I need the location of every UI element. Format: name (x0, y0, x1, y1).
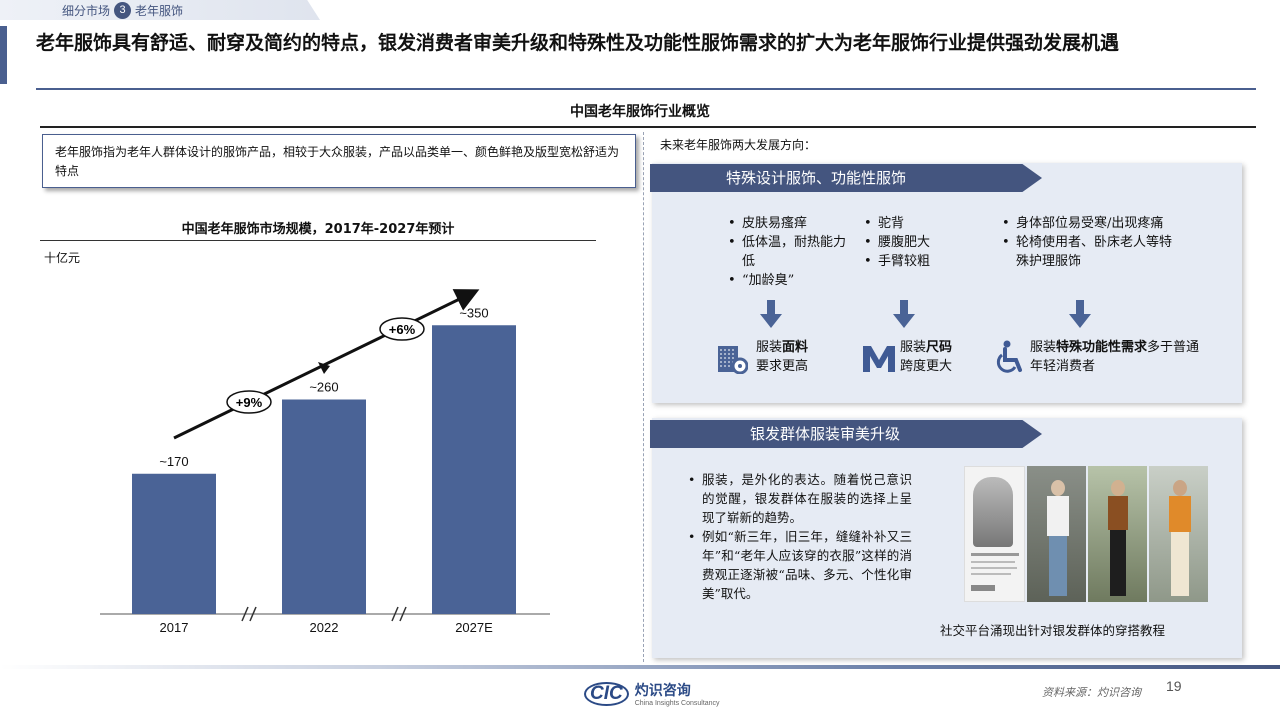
feature-text: 跨度更大 (900, 359, 953, 374)
svg-text:+6%: +6% (389, 322, 416, 337)
headline-accent-bar (0, 26, 7, 84)
bar-value-label: ~170 (159, 454, 188, 469)
column-divider (643, 132, 644, 662)
bar-2017 (132, 473, 216, 614)
chart-title-rule (40, 240, 596, 241)
photos-caption: 社交平台涌现出针对银发群体的穿搭教程 (940, 623, 1166, 638)
bar-value-label: ~350 (459, 305, 488, 320)
direction1-list-1: 皮肤易瘙痒 低体温，耐热能力低 “加龄臭” (726, 214, 850, 290)
down-arrow-icon (760, 300, 782, 328)
page-number: 19 (1166, 678, 1182, 694)
photo-social-post (964, 466, 1025, 602)
axis-break-mark (391, 606, 407, 622)
feature-function: 服装特殊功能性需求多于普通年轻消费者 (1030, 338, 1200, 376)
page-headline: 老年服饰具有舒适、耐穿及简约的特点，银发消费者审美升级和特殊性及功能性服饰需求的… (36, 32, 1120, 54)
x-tick-label: 2027E (455, 620, 493, 635)
size-m-icon (863, 346, 895, 372)
x-tick-label: 2022 (310, 620, 339, 635)
growth-arrow-mid-head (318, 362, 330, 374)
list-item: 手臂较粗 (862, 252, 972, 271)
cagr-label: +6% (379, 317, 425, 341)
axis-break-mark (241, 606, 257, 622)
bar-2022 (282, 399, 366, 614)
list-item: 例如“新三年，旧三年，缝缝补补又三年”和“老年人应该穿的衣服”这样的消费观正逐渐… (686, 527, 912, 603)
direction1-list-2: 驼背 腰腹肥大 手臂较粗 (862, 214, 972, 271)
feature-fabric: 服装面料 要求更高 (756, 338, 836, 376)
list-item: 身体部位易受寒/出现疼痛 (1000, 214, 1176, 233)
cic-logo: CIC 灼识咨询 China Insights Consultancy (584, 680, 720, 707)
footer-bar (0, 665, 1280, 669)
wheelchair-icon (996, 340, 1022, 373)
chart-title: 中国老年服饰市场规模，2017年-2027年预计 (181, 222, 455, 237)
headline-rule (36, 88, 1256, 90)
feature-bold: 尺码 (926, 340, 953, 355)
chart-unit: 十亿元 (44, 251, 81, 265)
breadcrumb-bg (0, 0, 320, 20)
source-note: 资料来源：灼识咨询 (1042, 686, 1141, 699)
breadcrumb-section: 细分市场 (62, 4, 111, 18)
breadcrumb-number: 3 (114, 2, 132, 19)
breadcrumb: 细分市场 3 老年服饰 (62, 2, 183, 19)
section-rule (40, 126, 1256, 128)
feature-text: 要求更高 (756, 359, 809, 374)
bar-value-label: ~260 (309, 380, 338, 395)
logo-cn-text: 灼识咨询 (634, 683, 691, 699)
down-arrow-icon (1069, 300, 1091, 328)
fabric-icon (718, 346, 748, 374)
outfit-photos (964, 466, 1208, 602)
definition-box: 老年服饰指为老年人群体设计的服饰产品，相较于大众服装，产品以品类单一、颜色鲜艳及… (42, 134, 636, 188)
future-directions-label: 未来老年服饰两大发展方向： (660, 138, 817, 152)
feature-bold: 特殊功能性需求 (1056, 340, 1148, 355)
cagr-label: +9% (226, 390, 272, 414)
list-item: 轮椅使用者、卧床老人等特殊护理服饰 (1000, 233, 1176, 271)
feature-text: 多于普通年轻消费者 (1030, 340, 1200, 374)
feature-text: 服装 (900, 340, 927, 355)
list-item: “加龄臭” (726, 271, 850, 290)
market-size-chart: ~170 2017 ~260 2022 ~350 2027E +9% +6% (100, 289, 550, 635)
feature-size: 服装尺码 跨度更大 (900, 338, 980, 376)
down-arrow-icon (893, 300, 915, 328)
logo-mark: CIC (584, 681, 629, 706)
section-title: 中国老年服饰行业概览 (570, 104, 710, 120)
list-item: 皮肤易瘙痒 (726, 214, 850, 233)
list-item: 驼背 (862, 214, 972, 233)
list-item: 低体温，耐热能力低 (726, 233, 850, 271)
direction1-title: 特殊设计服饰、功能性服饰 (650, 164, 1042, 192)
photo-street-outfit (1027, 466, 1086, 602)
feature-text: 服装 (1030, 340, 1057, 355)
breadcrumb-topic: 老年服饰 (135, 4, 184, 18)
feature-bold: 面料 (782, 340, 809, 355)
bar-2027E (432, 325, 516, 614)
photo-casual-outfit (1088, 466, 1147, 602)
photo-bright-outfit (1149, 466, 1208, 602)
direction1-list-3: 身体部位易受寒/出现疼痛 轮椅使用者、卧床老人等特殊护理服饰 (1000, 214, 1176, 271)
list-item: 服装，是外化的表达。随着悦己意识的觉醒，银发群体在服装的选择上呈现了崭新的趋势。 (686, 470, 912, 527)
x-tick-label: 2017 (160, 620, 189, 635)
feature-text: 服装 (756, 340, 783, 355)
direction2-list: 服装，是外化的表达。随着悦己意识的觉醒，银发群体在服装的选择上呈现了崭新的趋势。… (686, 470, 912, 603)
direction2-title: 银发群体服装审美升级 (650, 420, 1042, 448)
list-item: 腰腹肥大 (862, 233, 972, 252)
logo-en-text: China Insights Consultancy (634, 700, 720, 707)
svg-text:+9%: +9% (236, 395, 263, 410)
